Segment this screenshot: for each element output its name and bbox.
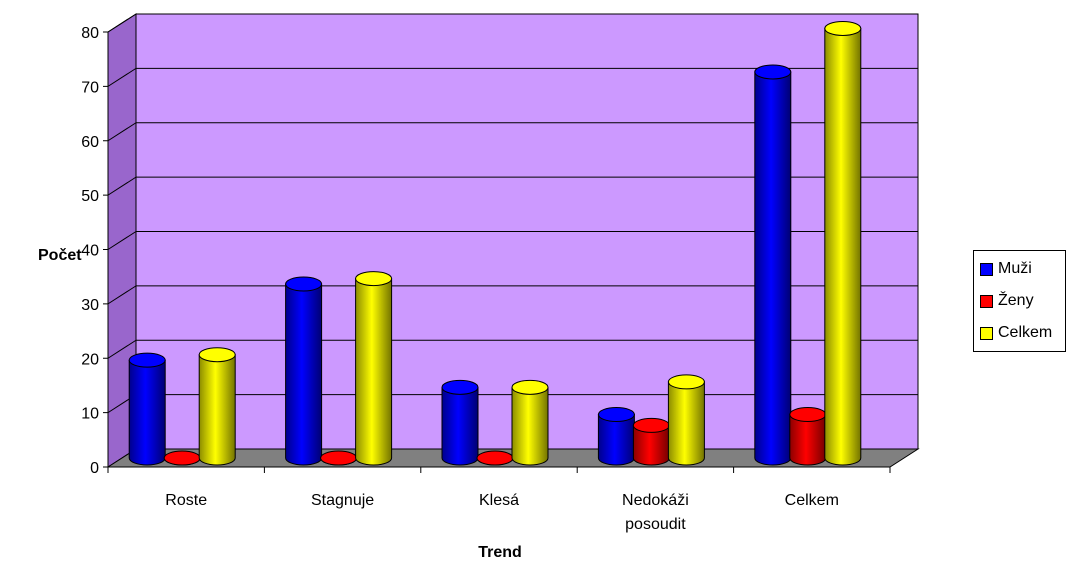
- x-category-label: Nedokáži: [622, 492, 689, 509]
- bar-top: [754, 64, 792, 80]
- bar-top: [789, 407, 827, 422]
- legend-item-celkem: Celkem: [980, 323, 1052, 343]
- y-tick-label: 80: [81, 25, 99, 42]
- bar-body: [667, 381, 705, 466]
- bar: [320, 450, 358, 466]
- legend-swatch-zeny: [980, 294, 993, 308]
- bar: [824, 20, 862, 466]
- bar: [198, 347, 236, 466]
- bars: [128, 20, 862, 466]
- gridline-side: [107, 231, 137, 250]
- bar-body: [128, 359, 166, 466]
- y-tick-label: 50: [81, 188, 99, 205]
- x-category-label: Stagnuje: [311, 492, 374, 509]
- bar: [441, 379, 479, 466]
- bar: [667, 374, 705, 466]
- x-category-labels: Roste Stagnuje Klesá Nedokáži posoudit Celkem: [107, 467, 891, 533]
- y-tick-label: 10: [81, 406, 99, 423]
- x-category-label: Celkem: [785, 492, 839, 509]
- bar: [789, 407, 827, 466]
- y-tick-label: 70: [81, 79, 99, 96]
- bar: [476, 450, 514, 466]
- bar: [163, 450, 201, 466]
- legend-label-celkem: Celkem: [998, 324, 1053, 341]
- y-tick-label: 20: [81, 351, 99, 368]
- gridline-side: [107, 176, 137, 196]
- gridline-side: [107, 285, 137, 305]
- bar-body: [511, 386, 549, 466]
- bar: [754, 64, 792, 466]
- y-axis-title: Počet: [38, 247, 82, 264]
- legend-label-zeny: Ženy: [998, 292, 1034, 309]
- bar: [632, 417, 670, 466]
- bar-top: [198, 347, 236, 363]
- bar-body: [597, 414, 635, 466]
- bar-top: [128, 352, 166, 368]
- y-tick-label: 30: [81, 297, 99, 314]
- bar: [285, 276, 323, 466]
- bar-top: [163, 450, 201, 466]
- bar-body: [355, 278, 393, 466]
- bar-top: [597, 407, 635, 422]
- bar-body: [441, 386, 479, 466]
- bar-top: [632, 417, 670, 433]
- legend-label-muzi: Muži: [998, 260, 1032, 277]
- bar: [597, 407, 635, 466]
- x-category-label: posoudit: [625, 516, 686, 533]
- legend-item-muzi: Muži: [980, 259, 1032, 279]
- bar: [355, 271, 393, 466]
- y-tick-label: 60: [81, 134, 99, 151]
- bar-body: [789, 414, 827, 466]
- bar-top: [824, 20, 862, 36]
- gridline-side: [107, 339, 137, 359]
- legend-swatch-celkem: [980, 326, 993, 340]
- x-category-label: Klesá: [479, 492, 519, 509]
- y-tick-label: 0: [90, 460, 99, 477]
- bar-body: [824, 27, 862, 466]
- bar-body: [754, 71, 792, 466]
- y-tick-label: 40: [81, 243, 99, 260]
- bar-body: [198, 354, 236, 466]
- bar-top: [511, 379, 549, 395]
- bar: [128, 352, 166, 466]
- bar-top: [667, 374, 705, 390]
- legend-item-zeny: Ženy: [980, 291, 1034, 311]
- gridline-side: [107, 13, 137, 33]
- bar: [511, 379, 549, 466]
- x-category-label: Roste: [165, 492, 207, 509]
- bar-top: [441, 379, 479, 395]
- bar-top: [355, 271, 393, 287]
- bar-top: [285, 276, 323, 292]
- legend-swatch-muzi: [980, 262, 993, 276]
- gridline-side: [107, 67, 137, 87]
- x-axis-title: Trend: [478, 544, 522, 561]
- bar-body: [285, 283, 323, 466]
- bar-top: [476, 450, 514, 466]
- legend: Muži Ženy Celkem: [973, 250, 1066, 352]
- y-tick-labels: 0 10 20 30 40 50 60 70 80: [81, 25, 108, 477]
- bar-top: [320, 450, 358, 466]
- gridline-side: [107, 122, 137, 142]
